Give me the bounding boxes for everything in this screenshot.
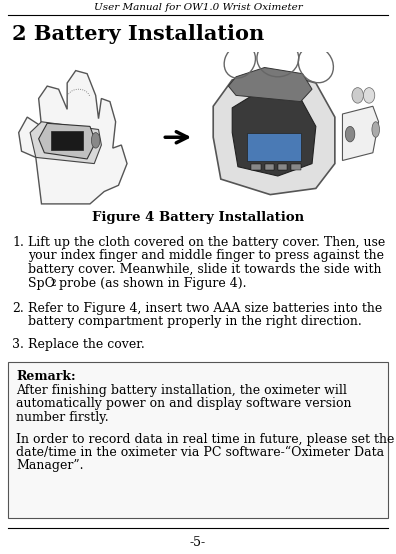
- Polygon shape: [213, 70, 335, 194]
- Text: automatically power on and display software version: automatically power on and display softw…: [16, 398, 352, 411]
- Bar: [251, 163, 261, 170]
- Text: User Manual for OW1.0 Wrist Oximeter: User Manual for OW1.0 Wrist Oximeter: [93, 3, 303, 13]
- Polygon shape: [343, 106, 379, 161]
- Text: 3.: 3.: [12, 338, 24, 351]
- Text: 2 Battery Installation: 2 Battery Installation: [12, 24, 264, 44]
- Bar: [265, 163, 274, 170]
- Text: your index finger and middle finger to press against the: your index finger and middle finger to p…: [28, 249, 384, 263]
- Text: -5-: -5-: [190, 536, 206, 548]
- Text: 2.: 2.: [12, 302, 24, 315]
- Ellipse shape: [372, 122, 379, 137]
- Text: battery cover. Meanwhile, slide it towards the side with: battery cover. Meanwhile, slide it towar…: [28, 263, 381, 276]
- Text: Lift up the cloth covered on the battery cover. Then, use: Lift up the cloth covered on the battery…: [28, 236, 385, 249]
- Text: Manager”.: Manager”.: [16, 459, 84, 473]
- Text: 2: 2: [51, 279, 56, 288]
- Bar: [8, 362, 388, 518]
- Ellipse shape: [345, 126, 355, 142]
- Bar: [291, 163, 301, 170]
- Text: In order to record data in real time in future, please set the: In order to record data in real time in …: [16, 433, 394, 445]
- Polygon shape: [232, 89, 316, 176]
- Bar: [278, 163, 287, 170]
- Polygon shape: [228, 68, 312, 101]
- Ellipse shape: [364, 88, 375, 103]
- Text: Replace the cover.: Replace the cover.: [28, 338, 145, 351]
- Polygon shape: [39, 124, 96, 159]
- Ellipse shape: [91, 132, 100, 148]
- Text: SpO: SpO: [28, 276, 55, 290]
- Text: date/time in the oximeter via PC software-“Oximeter Data: date/time in the oximeter via PC softwar…: [16, 446, 384, 459]
- Text: probe (as shown in Figure 4).: probe (as shown in Figure 4).: [55, 276, 246, 290]
- Text: Refer to Figure 4, insert two AAA size batteries into the: Refer to Figure 4, insert two AAA size b…: [28, 302, 382, 315]
- Text: 1.: 1.: [12, 236, 24, 249]
- Text: Remark:: Remark:: [16, 370, 76, 383]
- Bar: [248, 132, 301, 161]
- Text: Figure 4 Battery Installation: Figure 4 Battery Installation: [92, 212, 304, 224]
- Polygon shape: [19, 70, 127, 204]
- Text: battery compartment properly in the right direction.: battery compartment properly in the righ…: [28, 315, 362, 329]
- Text: After finishing battery installation, the oximeter will: After finishing battery installation, th…: [16, 384, 347, 397]
- Polygon shape: [30, 122, 101, 163]
- Ellipse shape: [352, 88, 364, 103]
- Bar: [51, 131, 83, 150]
- Text: number firstly.: number firstly.: [16, 411, 109, 424]
